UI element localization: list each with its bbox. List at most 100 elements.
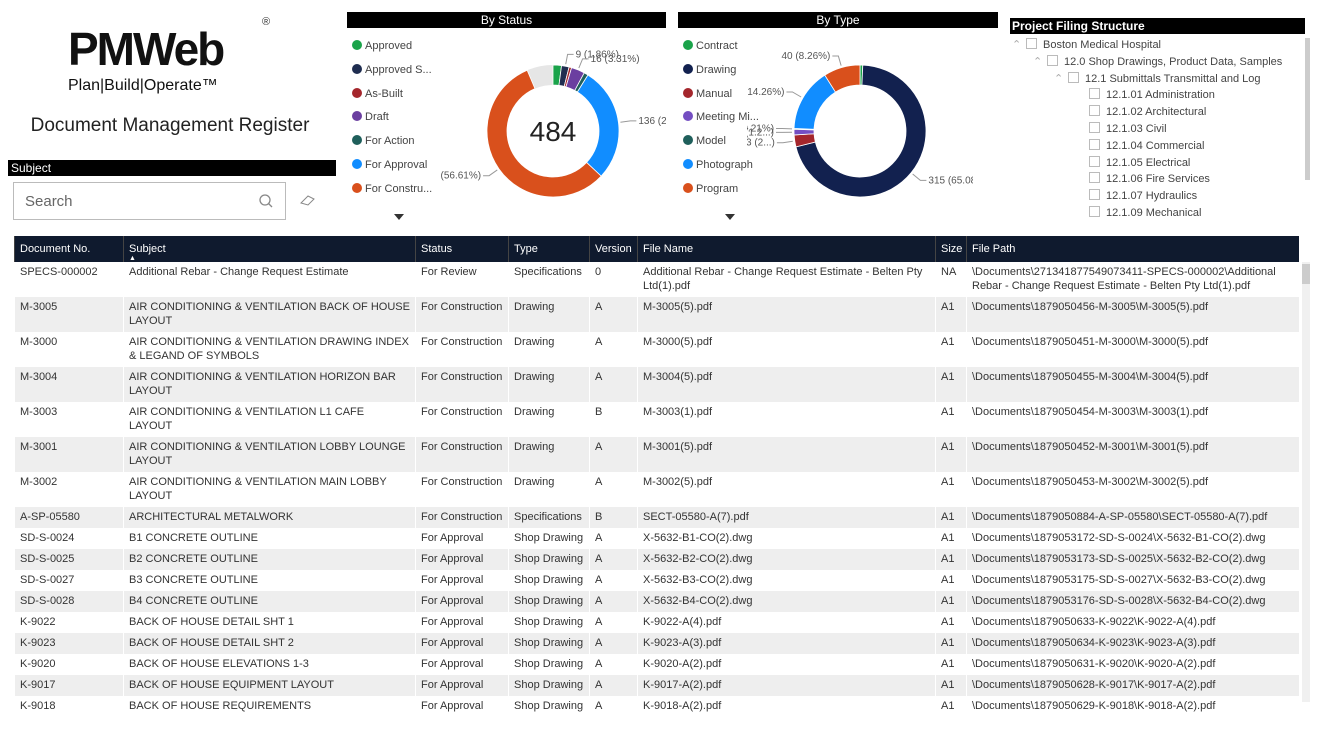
column-header[interactable]: Type bbox=[508, 236, 590, 262]
legend-more[interactable] bbox=[394, 214, 406, 222]
donut-chart: 315 (65.08%) 13 (2...)6 (1.2...)1 (0.21%)… bbox=[747, 51, 973, 198]
table-cell: A1 bbox=[935, 675, 967, 696]
table-row: M-3002 AIR CONDITIONING & VENTILATION MAI… bbox=[14, 472, 1299, 507]
tree-node[interactable]: 12.1.06 Fire Services bbox=[1012, 172, 1302, 189]
tree-node[interactable]: ⌃ 12.0 Shop Drawings, Product Data, Sampl… bbox=[1012, 54, 1302, 72]
table-cell: A bbox=[589, 675, 638, 696]
tree-node[interactable]: 12.1.04 Commercial bbox=[1012, 138, 1302, 156]
tree-node[interactable]: 12.1.03 Civil bbox=[1012, 121, 1302, 139]
data-label: 315 (65.08%) bbox=[928, 175, 973, 186]
legend-item: Manual bbox=[683, 87, 759, 112]
table-cell: For Approval bbox=[415, 654, 509, 675]
legend-item: For Action bbox=[352, 135, 432, 159]
table-cell: A1 bbox=[935, 549, 967, 570]
table-cell: BACK OF HOUSE ELEVATIONS 1-3 bbox=[123, 654, 416, 675]
table-cell: A bbox=[589, 528, 638, 549]
leader-line bbox=[578, 58, 589, 69]
data-label: 16 (3.31%) bbox=[591, 54, 640, 65]
legend-swatch bbox=[683, 135, 693, 146]
legend-label: Photograph bbox=[696, 158, 753, 171]
column-header[interactable]: Subject ▲ bbox=[123, 236, 416, 262]
tree-toggle: ⌃ bbox=[1033, 55, 1043, 68]
table-row: A-SP-05580 ARCHITECTURAL METALWORK For Con… bbox=[14, 507, 1299, 528]
checkbox bbox=[1026, 38, 1037, 49]
table-cell: \Documents\1879053173-SD-S-0025\X-5632-B… bbox=[966, 549, 1299, 570]
eraser-icon[interactable] bbox=[299, 193, 317, 207]
column-header[interactable]: Size bbox=[935, 236, 967, 262]
tree-label: Boston Medical Hospital bbox=[1043, 39, 1162, 51]
legend-swatch bbox=[352, 182, 362, 193]
tree-node[interactable]: ⌃ Boston Medical Hospital bbox=[1012, 38, 1302, 55]
table-cell: Shop Drawing bbox=[508, 675, 590, 696]
data-label: 13 (2...) bbox=[747, 138, 775, 149]
table-cell: AIR CONDITIONING & VENTILATION LOBBY LOU… bbox=[123, 437, 416, 472]
table-cell: For Construction bbox=[415, 507, 509, 528]
table-cell: \Documents\1879050628-K-9017\K-9017-A(2)… bbox=[966, 675, 1299, 696]
tree-node[interactable]: 12.1.05 Electrical bbox=[1012, 155, 1302, 173]
tree-header: Project Filing Structure bbox=[1010, 18, 1305, 34]
table-cell: K-9017 bbox=[14, 675, 124, 696]
tree-label: 12.1.07 Hydraulics bbox=[1106, 190, 1198, 203]
table-cell: X-5632-B2-CO(2).dwg bbox=[637, 549, 936, 570]
tree-node[interactable]: 12.1.02 Architectural bbox=[1012, 105, 1302, 122]
tree-node[interactable]: 12.1.07 Hydraulics bbox=[1012, 189, 1302, 206]
legend-more[interactable] bbox=[725, 214, 737, 222]
legend-label: Contract bbox=[696, 40, 738, 52]
table: Document No. Subject ▲ Status Type Version Fil… bbox=[14, 236, 1299, 717]
table-cell: SD-S-0027 bbox=[14, 570, 124, 591]
leader-line bbox=[483, 169, 498, 177]
column-header[interactable]: Document No. bbox=[14, 236, 124, 262]
tree-node[interactable]: 12.1.01 Administration bbox=[1012, 88, 1302, 105]
tree-node[interactable]: ⌃ 12.1 Submittals Transmittal and Log bbox=[1012, 71, 1302, 89]
table-cell: Shop Drawing bbox=[508, 570, 590, 591]
checkbox bbox=[1089, 205, 1100, 217]
table-cell: SD-S-0024 bbox=[14, 528, 124, 549]
table-cell: M-3004 bbox=[14, 367, 124, 402]
legend-label: Drawing bbox=[696, 63, 737, 76]
column-header[interactable]: Version bbox=[589, 236, 638, 262]
table-row: K-9022 BACK OF HOUSE DETAIL SHT 1 For Appr… bbox=[14, 612, 1299, 633]
table-cell: A1 bbox=[935, 332, 967, 367]
legend-swatch bbox=[683, 111, 693, 122]
table-cell: M-3003(1).pdf bbox=[637, 402, 936, 437]
table-cell: 0 bbox=[589, 262, 638, 297]
table-cell: A1 bbox=[935, 507, 967, 528]
legend-item: For Constru... bbox=[352, 182, 432, 207]
table-row: K-9023 BACK OF HOUSE DETAIL SHT 2 For Appr… bbox=[14, 633, 1299, 654]
column-header[interactable]: File Path bbox=[966, 236, 1299, 262]
data-label: 6 (1.2...) bbox=[747, 127, 774, 138]
table-cell: Shop Drawing bbox=[508, 633, 590, 654]
table-row: M-3003 AIR CONDITIONING & VENTILATION L1 … bbox=[14, 402, 1299, 437]
column-header[interactable]: File Name bbox=[637, 236, 936, 262]
legend-label: For Action bbox=[365, 135, 415, 148]
checkbox bbox=[1089, 121, 1100, 133]
tree-toggle: ⌃ bbox=[1054, 72, 1064, 85]
table-row: SD-S-0027 B3 CONCRETE OUTLINE For Approval… bbox=[14, 570, 1299, 591]
table-cell: A bbox=[589, 332, 638, 367]
checkbox bbox=[1089, 88, 1100, 100]
column-header[interactable]: Status bbox=[415, 236, 509, 262]
data-label: 69 (14.26%) bbox=[747, 87, 784, 98]
table-cell: \Documents\1879050451-M-3000\M-3000(5).p… bbox=[966, 332, 1299, 367]
table-row: K-9018 BACK OF HOUSE REQUIREMENTS For Appr… bbox=[14, 696, 1299, 717]
table-cell: \Documents\1879050633-K-9022\K-9022-A(4)… bbox=[966, 612, 1299, 633]
search-box[interactable]: Search bbox=[13, 182, 286, 220]
table-cell: A1 bbox=[935, 570, 967, 591]
table-cell: A bbox=[589, 367, 638, 402]
registered-mark: ® bbox=[262, 16, 271, 28]
table-cell: M-3003 bbox=[14, 402, 124, 437]
tree-node[interactable]: 12.1.09 Mechanical bbox=[1012, 205, 1302, 223]
chart-header: By Status bbox=[347, 12, 666, 28]
table-cell: M-3000(5).pdf bbox=[637, 332, 936, 367]
table-cell: For Approval bbox=[415, 675, 509, 696]
table-cell: A bbox=[589, 696, 638, 717]
donut-slice bbox=[795, 64, 927, 198]
legend-swatch bbox=[352, 111, 362, 122]
tagline: Plan|Build|Operate™ bbox=[68, 77, 218, 94]
data-label: 40 (8.26%) bbox=[781, 51, 830, 62]
table-cell: A bbox=[589, 570, 638, 591]
legend-label: For Approval bbox=[365, 158, 428, 171]
legend-item: As-Built bbox=[352, 87, 432, 112]
leader-line bbox=[776, 140, 793, 144]
